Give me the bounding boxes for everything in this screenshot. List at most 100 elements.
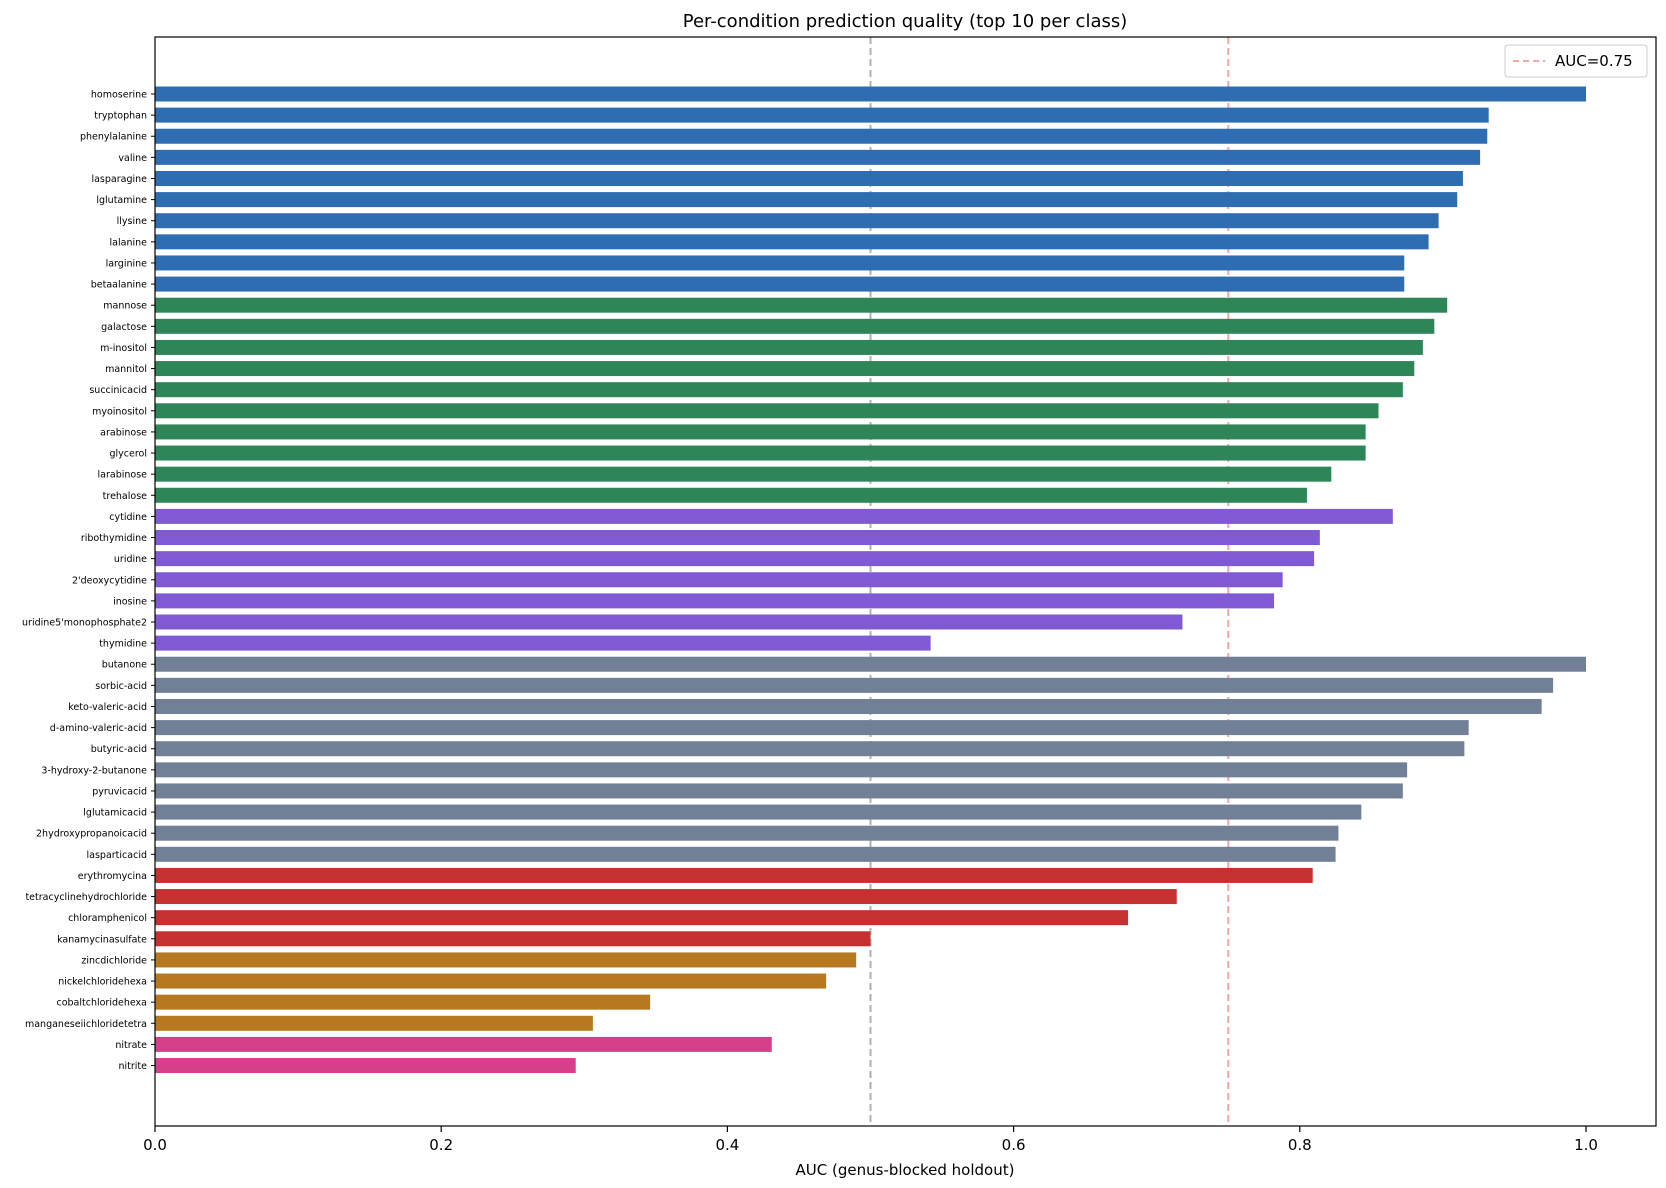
bar-1 bbox=[155, 107, 1489, 123]
y-tick-label-0: homoserine bbox=[91, 90, 147, 101]
y-tick-label-39: chloramphenicol bbox=[68, 913, 147, 924]
x-tick-label-2: 0.4 bbox=[715, 1136, 739, 1154]
y-tick-label-18: larabinose bbox=[98, 470, 148, 481]
y-tick-label-32: 3-hydroxy-2-butanone bbox=[41, 765, 147, 776]
bar-13 bbox=[155, 361, 1415, 377]
bar-39 bbox=[155, 910, 1129, 926]
legend: AUC=0.75 bbox=[1504, 44, 1648, 78]
bar-15 bbox=[155, 403, 1379, 419]
y-tick-label-30: d-amino-valeric-acid bbox=[50, 723, 147, 734]
bar-14 bbox=[155, 382, 1403, 398]
bar-4 bbox=[155, 170, 1463, 186]
y-tick-labels: homoserine tryptophan phenylalanine valine l… bbox=[22, 90, 155, 1072]
y-tick-label-14: succinicacid bbox=[89, 385, 147, 396]
bar-34 bbox=[155, 804, 1362, 820]
y-tick-label-36: lasparticacid bbox=[87, 850, 147, 861]
bar-2 bbox=[155, 128, 1488, 144]
x-axis-ticks: 0.0 0.2 0.4 0.6 0.8 1.0 bbox=[143, 1126, 1598, 1154]
x-tick-label-4: 0.8 bbox=[1288, 1136, 1312, 1154]
y-tick-label-33: pyruvicacid bbox=[92, 786, 147, 797]
y-tick-label-41: zincdichloride bbox=[81, 955, 147, 966]
y-tick-label-34: lglutamicacid bbox=[83, 808, 147, 819]
x-tick-label-0: 0.0 bbox=[143, 1136, 167, 1154]
bar-27 bbox=[155, 656, 1586, 672]
y-tick-label-17: glycerol bbox=[109, 449, 147, 460]
y-tick-label-6: llysine bbox=[117, 216, 148, 227]
bar-33 bbox=[155, 783, 1403, 799]
y-tick-label-13: mannitol bbox=[105, 364, 147, 375]
bars-group bbox=[155, 86, 1586, 1074]
bar-11 bbox=[155, 318, 1435, 334]
y-tick-label-44: manganeseiichloridetetra bbox=[25, 1019, 147, 1030]
bar-35 bbox=[155, 825, 1339, 841]
y-tick-label-19: trehalose bbox=[103, 491, 148, 502]
y-tick-label-45: nitrate bbox=[115, 1040, 147, 1051]
y-tick-label-42: nickelchloridehexa bbox=[58, 977, 147, 988]
x-tick-label-3: 0.6 bbox=[1002, 1136, 1026, 1154]
legend-label-auc-075: AUC=0.75 bbox=[1555, 52, 1633, 70]
y-tick-label-21: ribothymidine bbox=[81, 533, 147, 544]
y-tick-label-26: thymidine bbox=[99, 639, 147, 650]
bar-46 bbox=[155, 1058, 576, 1074]
bar-42 bbox=[155, 973, 827, 989]
bar-18 bbox=[155, 466, 1332, 482]
bar-22 bbox=[155, 551, 1315, 567]
y-tick-label-12: m-inositol bbox=[100, 343, 147, 354]
bar-31 bbox=[155, 741, 1465, 757]
bar-0 bbox=[155, 86, 1586, 102]
x-tick-label-5: 1.0 bbox=[1574, 1136, 1598, 1154]
chart-title: Per-condition prediction quality (top 10… bbox=[683, 11, 1128, 32]
bar-43 bbox=[155, 994, 651, 1010]
bar-3 bbox=[155, 149, 1481, 165]
y-tick-label-10: mannose bbox=[103, 301, 147, 312]
y-tick-label-29: keto-valeric-acid bbox=[68, 702, 147, 713]
bar-10 bbox=[155, 297, 1448, 313]
bar-45 bbox=[155, 1036, 772, 1052]
y-tick-label-31: butyric-acid bbox=[91, 744, 147, 755]
x-axis-label: AUC (genus-blocked holdout) bbox=[796, 1161, 1015, 1179]
bar-16 bbox=[155, 424, 1366, 440]
y-tick-label-43: cobaltchloridehexa bbox=[56, 998, 147, 1009]
y-tick-label-3: valine bbox=[118, 153, 147, 164]
y-tick-label-4: lasparagine bbox=[91, 174, 147, 185]
bar-8 bbox=[155, 255, 1405, 271]
bar-25 bbox=[155, 614, 1183, 630]
bar-32 bbox=[155, 762, 1408, 778]
bar-6 bbox=[155, 213, 1439, 229]
bar-40 bbox=[155, 931, 871, 947]
bar-20 bbox=[155, 508, 1393, 524]
y-tick-label-9: betaalanine bbox=[91, 280, 147, 291]
bar-24 bbox=[155, 593, 1275, 609]
y-tick-label-2: phenylalanine bbox=[80, 132, 147, 143]
y-tick-label-20: cytidine bbox=[109, 512, 147, 523]
y-tick-label-37: erythromycina bbox=[78, 871, 147, 882]
y-tick-label-28: sorbic-acid bbox=[95, 681, 147, 692]
bar-30 bbox=[155, 720, 1469, 736]
y-tick-label-8: larginine bbox=[106, 258, 148, 269]
bar-7 bbox=[155, 234, 1429, 250]
y-tick-label-27: butanone bbox=[102, 660, 147, 671]
bar-12 bbox=[155, 339, 1423, 355]
bar-37 bbox=[155, 867, 1313, 883]
y-tick-label-40: kanamycinasulfate bbox=[57, 934, 147, 945]
bar-41 bbox=[155, 952, 857, 968]
y-tick-label-7: lalanine bbox=[110, 237, 148, 248]
bar-17 bbox=[155, 445, 1366, 461]
y-tick-label-35: 2hydroxypropanoicacid bbox=[36, 829, 147, 840]
y-tick-label-46: nitrite bbox=[119, 1061, 148, 1072]
bar-23 bbox=[155, 572, 1283, 588]
bar-28 bbox=[155, 677, 1554, 693]
x-tick-label-1: 0.2 bbox=[429, 1136, 453, 1154]
legend-frame bbox=[1504, 44, 1648, 78]
y-tick-label-15: myoinositol bbox=[92, 406, 147, 417]
bar-26 bbox=[155, 635, 931, 651]
bar-5 bbox=[155, 192, 1458, 208]
bar-38 bbox=[155, 889, 1177, 905]
y-tick-label-24: inosine bbox=[113, 596, 147, 607]
y-tick-label-11: galactose bbox=[101, 322, 147, 333]
bar-9 bbox=[155, 276, 1405, 292]
y-tick-label-23: 2'deoxycytidine bbox=[72, 575, 147, 586]
bar-19 bbox=[155, 487, 1307, 503]
y-tick-label-5: lglutamine bbox=[96, 195, 147, 206]
